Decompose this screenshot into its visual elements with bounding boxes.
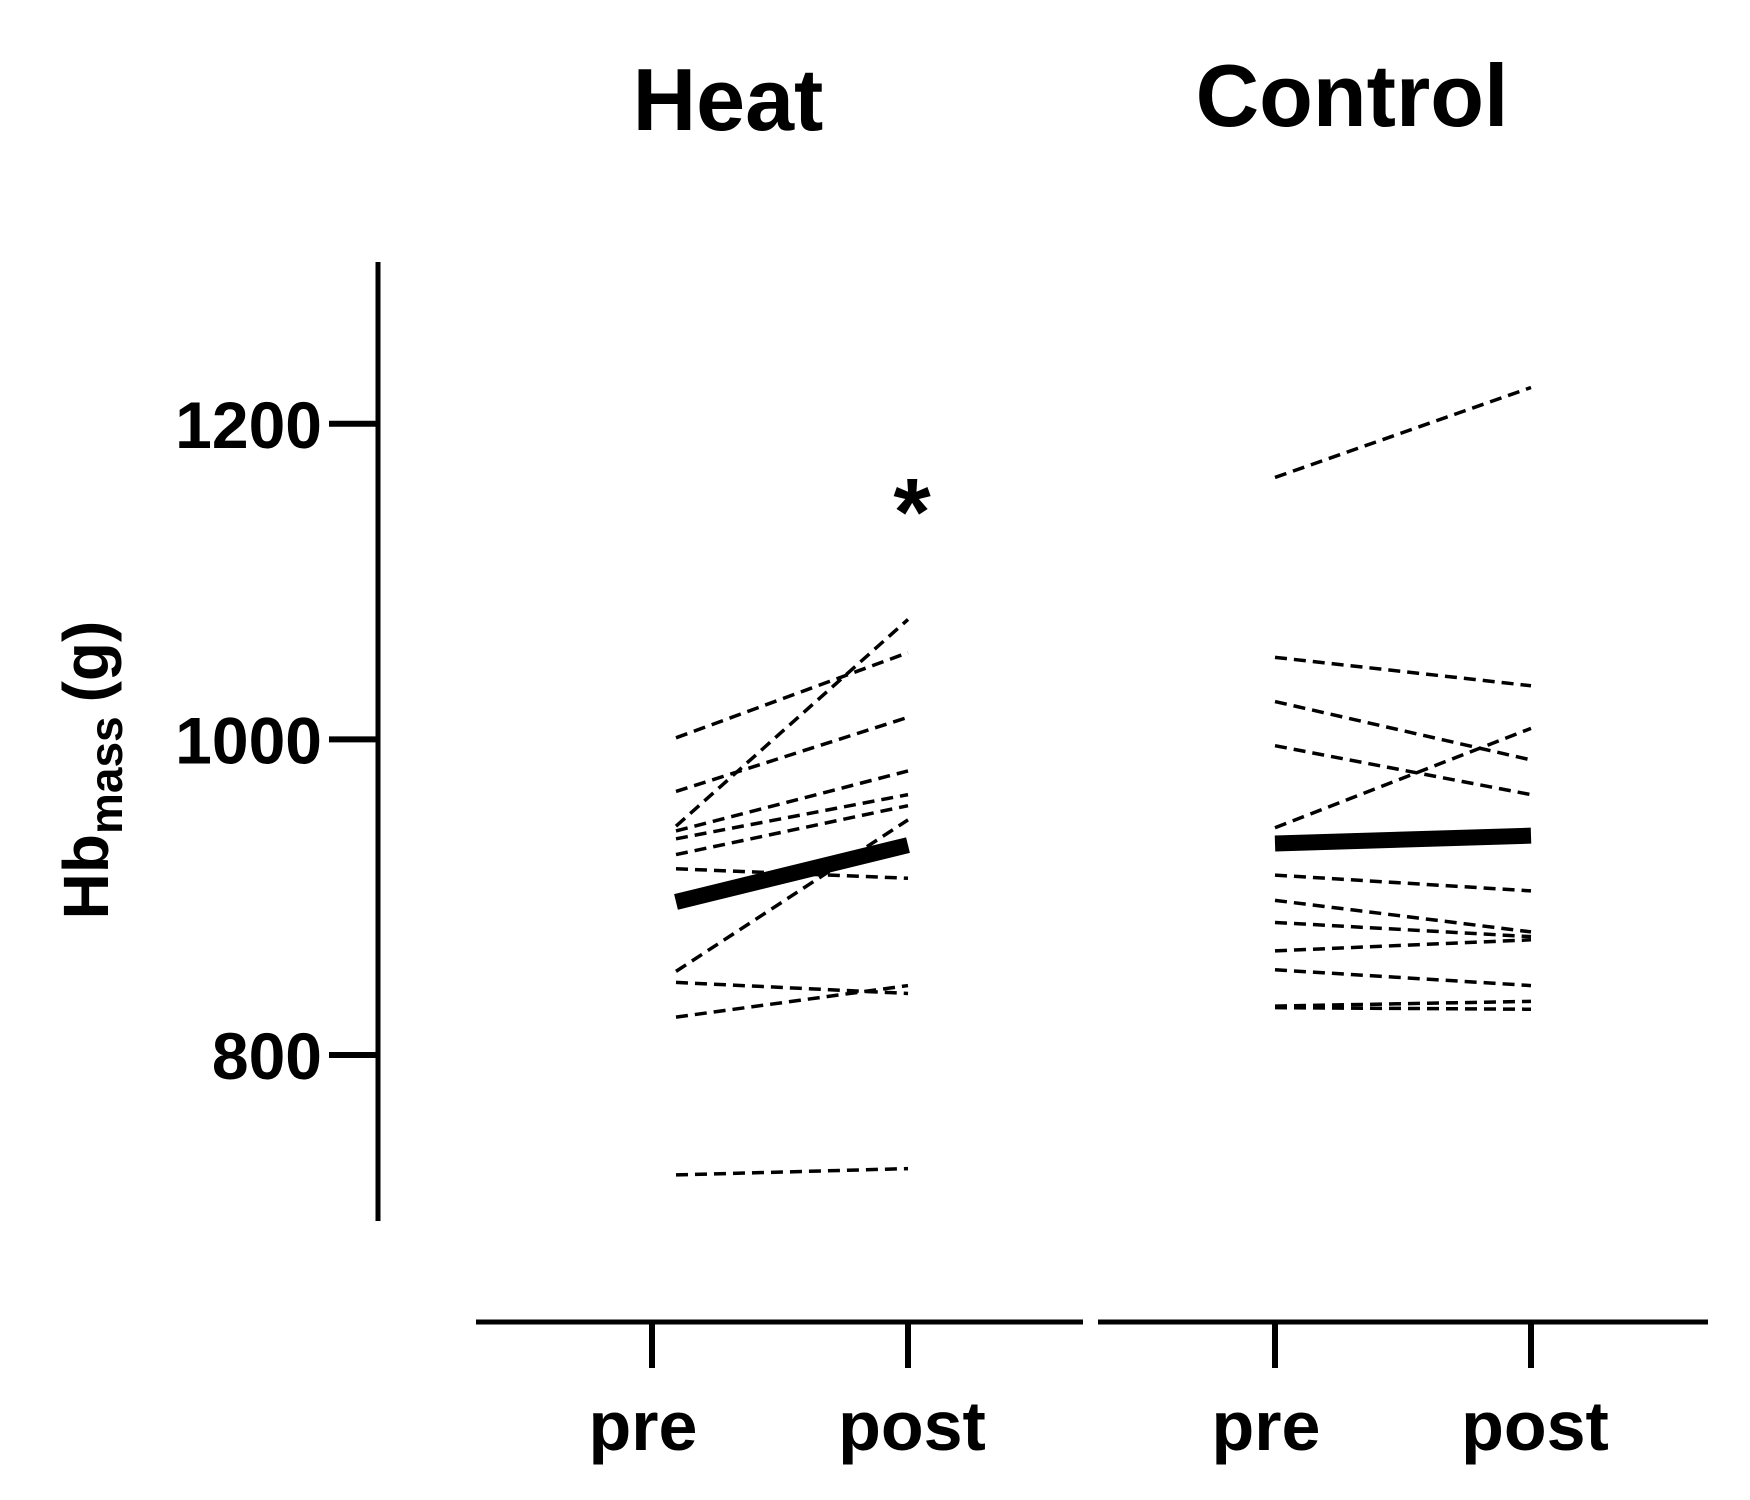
y-ticks: 800 1000 1200 [175, 388, 378, 1093]
individual-line-control-12 [1274, 1005, 1532, 1011]
individual-line-control-9 [1274, 938, 1532, 953]
individual-line-heat-11 [675, 1166, 909, 1177]
individual-line-control-3 [1274, 699, 1532, 762]
individual-line-heat-2 [675, 715, 909, 794]
individual-line-control-6 [1274, 873, 1532, 893]
panel-title-heat: Heat [633, 50, 824, 149]
individual-line-heat-6 [675, 803, 909, 857]
individual-line-control-10 [1274, 968, 1532, 988]
individual-line-heat-8 [675, 818, 909, 973]
mean-line-control [1274, 827, 1532, 852]
x-label-control-pre: pre [1212, 1387, 1321, 1465]
y-tick-label-1200: 1200 [175, 388, 322, 462]
individual-line-heat-4 [675, 769, 909, 833]
y-axis-label-subscript: mass [80, 716, 132, 834]
lines-layer [674, 385, 1532, 1177]
significance-asterisk: * [893, 459, 931, 566]
y-axis-label-unit: (g) [50, 621, 122, 703]
individual-line-control-8 [1274, 920, 1532, 939]
individual-line-heat-3 [674, 618, 910, 828]
x-label-heat-pre: pre [589, 1387, 698, 1465]
individual-line-heat-10 [675, 983, 909, 1019]
x-label-heat-post: post [838, 1387, 986, 1465]
individual-line-heat-5 [675, 792, 909, 841]
mean-line-heat [674, 837, 910, 910]
individual-line-heat-1 [675, 650, 909, 740]
individual-line-control-4 [1274, 743, 1532, 797]
y-tick-label-1000: 1000 [175, 703, 322, 777]
individual-line-control-11 [1274, 999, 1532, 1008]
individual-line-control-7 [1274, 898, 1532, 934]
y-axis-label: Hbmass (g) [50, 621, 132, 920]
panel-title-control: Control [1196, 46, 1509, 145]
x-label-control-post: post [1461, 1387, 1609, 1465]
individual-line-control-1 [1274, 385, 1532, 480]
y-axis-label-main: Hb [50, 834, 122, 919]
individual-line-control-2 [1274, 655, 1532, 688]
y-tick-label-800: 800 [212, 1019, 322, 1093]
individual-line-control-5 [1274, 726, 1532, 830]
